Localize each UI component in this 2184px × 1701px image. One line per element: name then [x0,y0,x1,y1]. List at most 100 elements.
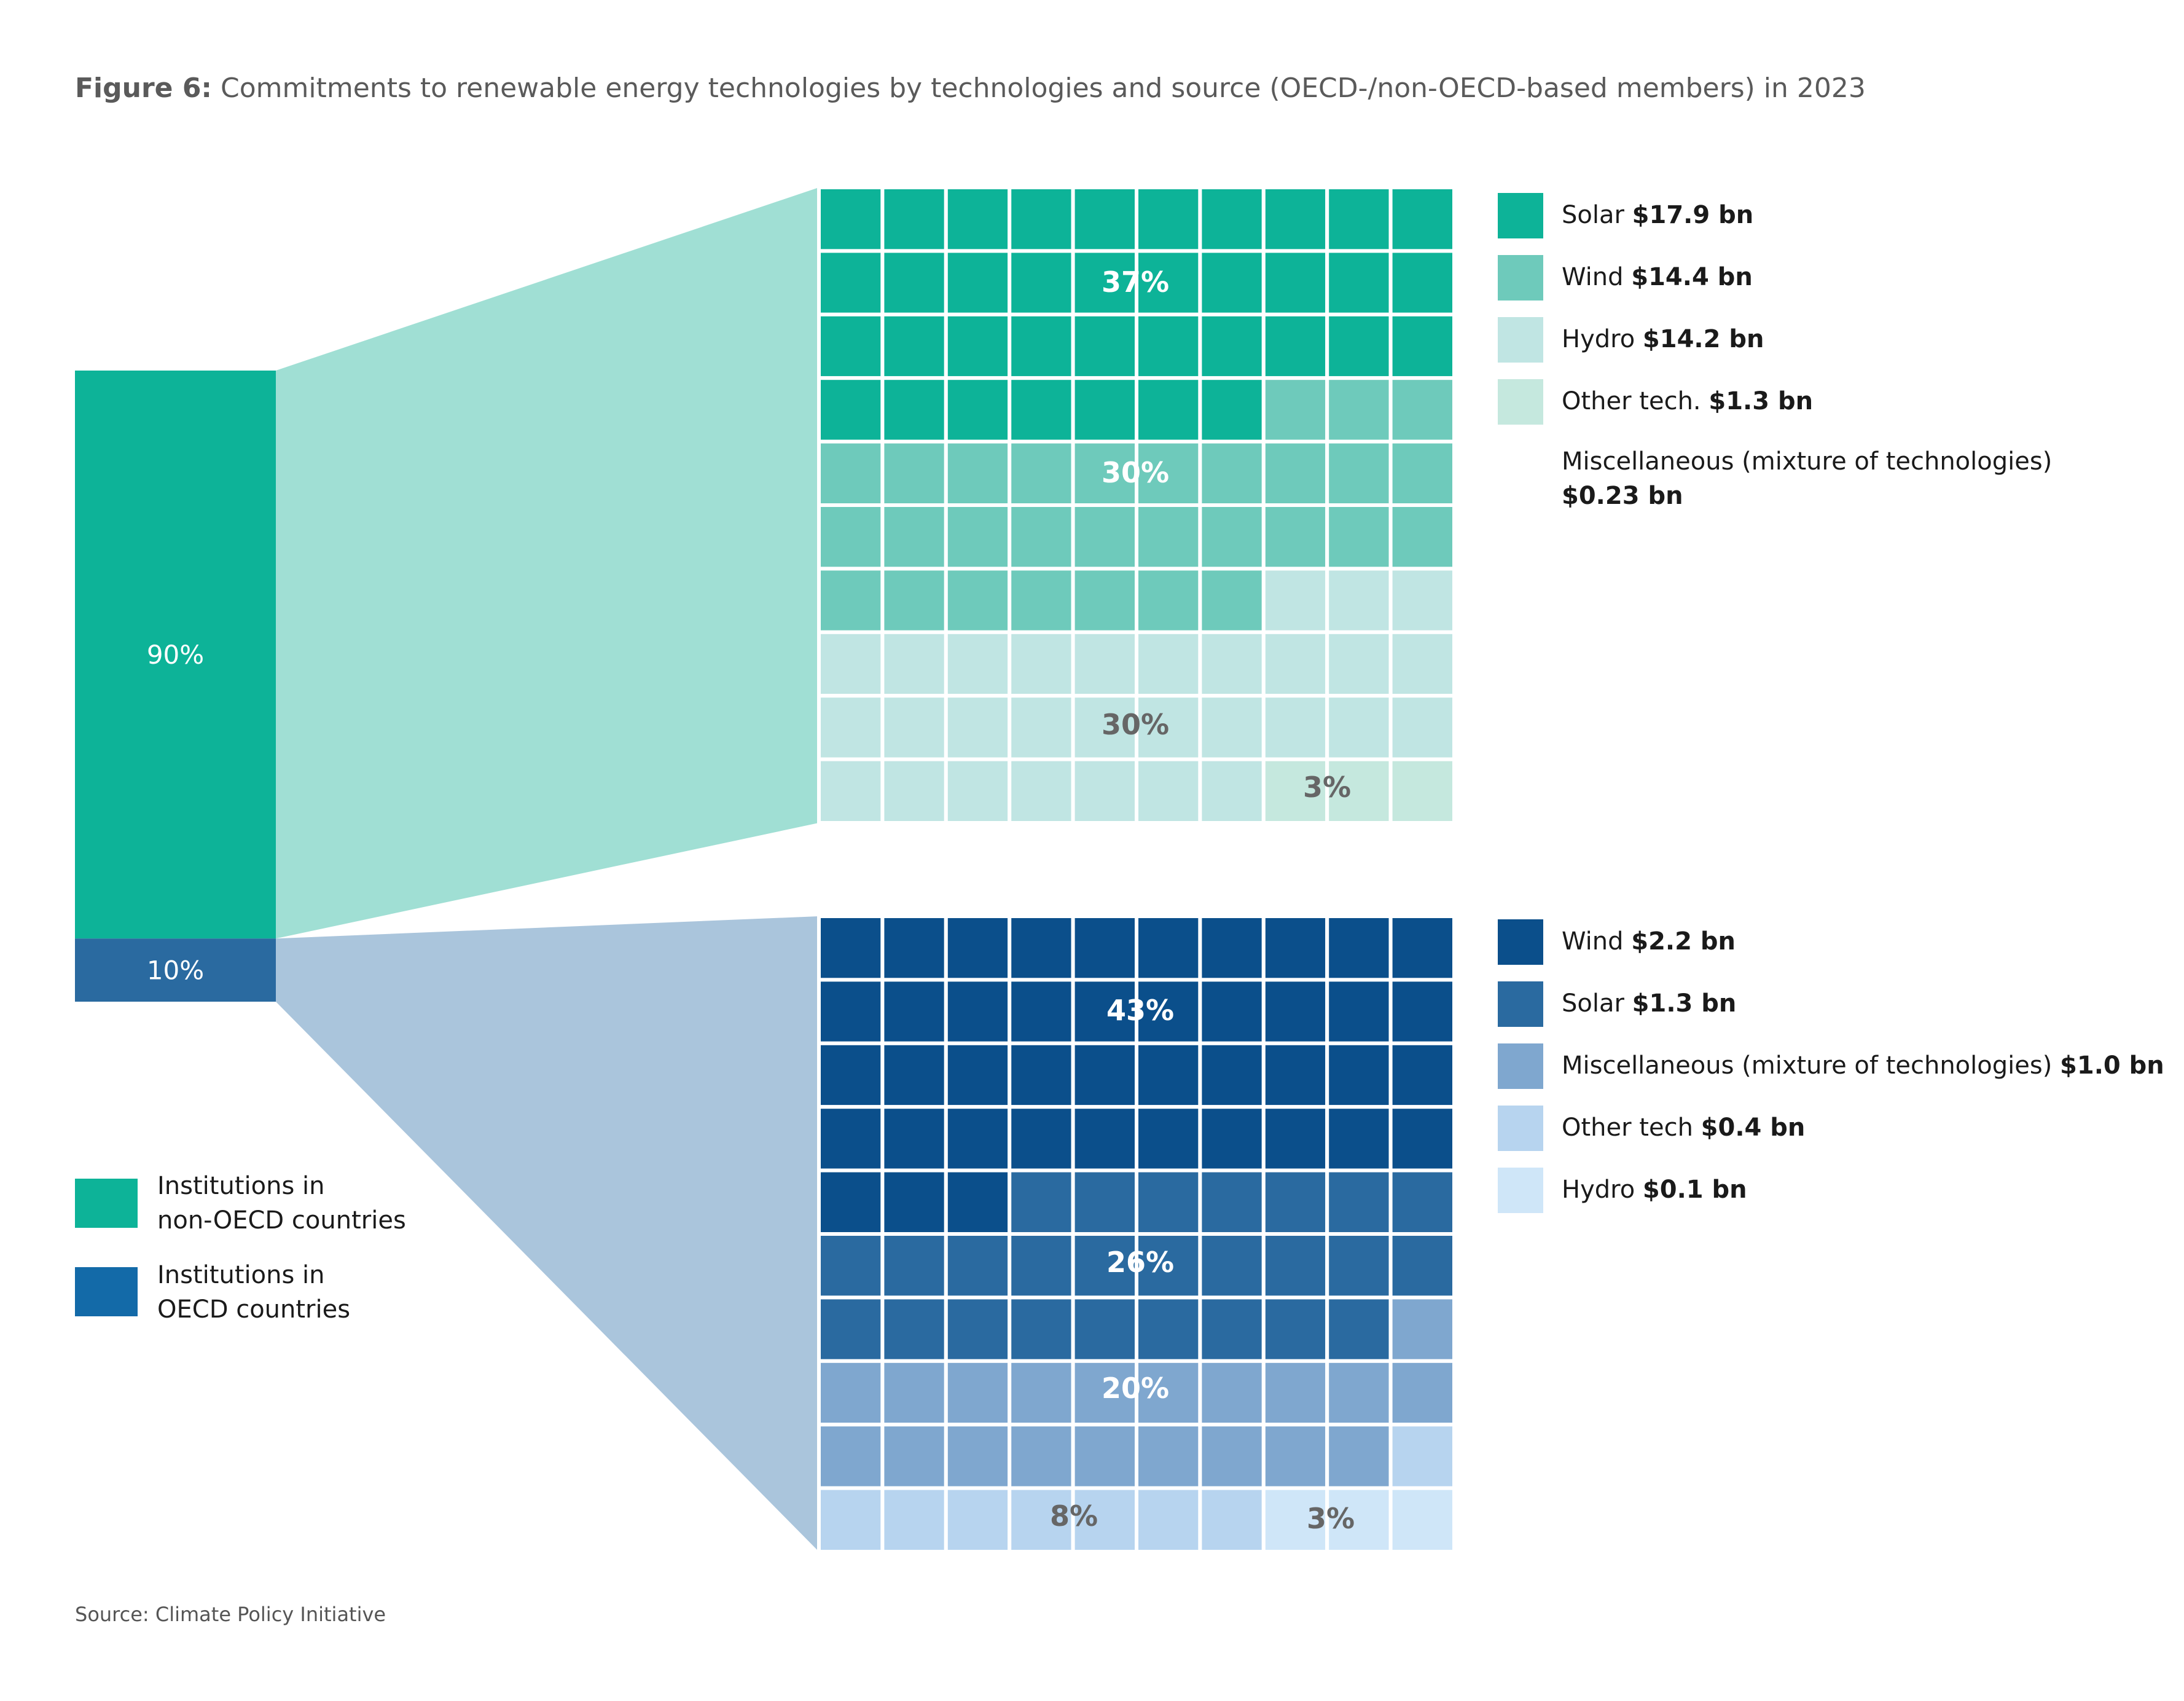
waffle-cell-oecd-miscellaneous-mixture-of-technologies [1325,1359,1393,1427]
waffle-cell-non-oecd-hydro [817,757,885,825]
waffle-cell-non-oecd-solar [944,186,1012,253]
waffle-cell-oecd-wind [817,978,885,1045]
waffle-cell-oecd-miscellaneous-mixture-of-technologies [1071,1423,1138,1490]
waffle-cell-non-oecd-solar [817,249,885,316]
waffle-cell-non-oecd-wind [1071,503,1138,571]
waffle-cell-non-oecd-solar [1261,186,1329,253]
waffle-cell-non-oecd-wind [1388,503,1457,571]
legend-label-other-tech-oecd: Other tech $0.4 bn [1562,1114,1806,1142]
figure-title: Figure 6: Commitments to renewable energ… [75,73,1866,104]
waffle-cell-non-oecd-solar [1008,186,1075,253]
waffle-cell-oecd-solar [1261,1295,1329,1363]
legend-swatch-miscellaneous-oecd [1498,1043,1543,1089]
waffle-cell-non-oecd-hydro [1198,630,1266,698]
figure-title-prefix: Figure 6: [75,73,213,104]
legend-label-wind: Wind $14.4 bn [1562,263,1753,291]
waffle-cell-oecd-wind [817,1041,885,1109]
waffle-cell-oecd-solar [1008,1168,1075,1236]
waffle-cell-non-oecd-solar [1198,376,1266,444]
waffle-cell-non-oecd-solar [1261,312,1329,380]
waffle-cell-oecd-miscellaneous-mixture-of-technologies [817,1359,885,1427]
waffle-cell-oecd-solar [817,1232,885,1300]
waffle-cell-non-oecd-wind [1261,439,1329,507]
waffle-cell-oecd-wind [1135,978,1202,1045]
waffle-cell-non-oecd-hydro [1008,630,1075,698]
waffle-cell-oecd-miscellaneous-mixture-of-technologies [880,1359,948,1427]
waffle-cell-oecd-solar [1135,1168,1202,1236]
waffle-cell-oecd-solar [1008,1232,1075,1300]
waffle-cell-oecd-solar [1008,1295,1075,1363]
waffle-cell-oecd-miscellaneous-mixture-of-technologies [1198,1359,1266,1427]
waffle-cell-oecd-wind [1388,978,1457,1045]
waffle-cell-oecd-wind [1071,1041,1138,1109]
waffle-cell-oecd-wind [1261,978,1329,1045]
waffle-cell-oecd-wind [1135,914,1202,982]
legend-swatch-wind [1498,255,1543,301]
waffle-cell-non-oecd-hydro [817,630,885,698]
waffle-cell-non-oecd-wind [1008,567,1075,634]
waffle-cell-oecd-miscellaneous-mixture-of-technologies [944,1423,1012,1490]
waffle-cell-non-oecd-wind [1198,503,1266,571]
waffle-cell-non-oecd-wind [1261,503,1329,571]
waffle-cell-oecd-wind [1388,914,1457,982]
waffle-cell-non-oecd-hydro [1325,694,1393,761]
waffle-cell-non-oecd-hydro [1388,567,1457,634]
figure-title-text: Commitments to renewable energy technolo… [221,73,1866,104]
pct-label-non-oecd-other-tech: 3% [1303,771,1351,804]
waffle-cell-non-oecd-hydro [1135,757,1202,825]
waffle-cell-non-oecd-solar [817,312,885,380]
waffle-cell-oecd-wind [817,1105,885,1173]
waffle-cell-non-oecd-solar [1135,376,1202,444]
waffle-cell-non-oecd-solar [1135,186,1202,253]
waffle-cell-non-oecd-wind [880,503,948,571]
waffle-cell-non-oecd-solar [880,186,948,253]
waffle-cell-oecd-wind [880,1105,948,1173]
legend-swatch-solar-oecd [1498,981,1543,1027]
waffle-cell-non-oecd-hydro [880,630,948,698]
waffle-cell-non-oecd-hydro [1008,757,1075,825]
waffle-cell-oecd-miscellaneous-mixture-of-technologies [880,1423,948,1490]
waffle-cell-non-oecd-solar [1325,186,1393,253]
waffle-cell-non-oecd-hydro [1261,630,1329,698]
waffle-cell-non-oecd-solar [944,249,1012,316]
waffle-cell-non-oecd-wind [1388,439,1457,507]
waffle-cell-non-oecd-hydro [1008,694,1075,761]
waffle-cell-oecd-solar [944,1295,1012,1363]
waffle-cell-non-oecd-wind [817,439,885,507]
waffle-cell-oecd-miscellaneous-mixture-of-technologies [1135,1423,1202,1490]
waffle-cell-non-oecd-solar [1135,312,1202,380]
bar-label-institutions-in-non-oecd-countries: 90% [147,640,204,670]
waffle-cell-non-oecd-wind [1261,376,1329,444]
waffle-cell-non-oecd-hydro [880,757,948,825]
waffle-cell-non-oecd-wind [1071,567,1138,634]
waffle-cell-oecd-miscellaneous-mixture-of-technologies [944,1359,1012,1427]
waffle-cell-oecd-hydro [1261,1486,1329,1554]
waffle-cell-oecd-wind [1198,1105,1266,1173]
pct-label-oecd-wind: 43% [1106,994,1174,1027]
waffle-cell-oecd-wind [1325,1041,1393,1109]
waffle-cell-oecd-wind [1008,914,1075,982]
legend-label-hydro: Hydro $14.2 bn [1562,325,1764,353]
waffle-cell-oecd-miscellaneous-mixture-of-technologies [1325,1423,1393,1490]
waffle-cell-oecd-wind [880,1168,948,1236]
waffle-cell-oecd-miscellaneous-mixture-of-technologies [1198,1423,1266,1490]
waffle-cell-non-oecd-solar [817,186,885,253]
waffle-cell-non-oecd-solar [944,312,1012,380]
waffle-cell-oecd-wind [1071,1105,1138,1173]
waffle-cell-oecd-miscellaneous-mixture-of-technologies [1388,1359,1457,1427]
waffle-cell-non-oecd-hydro [1198,694,1266,761]
legend-label-miscellaneous-oecd: Miscellaneous (mixture of technologies) … [1562,1051,2164,1080]
waffle-cell-non-oecd-hydro [1325,630,1393,698]
waffle-cell-oecd-solar [1325,1168,1393,1236]
pct-label-oecd-hydro: 3% [1307,1502,1355,1535]
waffle-cell-oecd-wind [817,1168,885,1236]
waffle-cell-non-oecd-wind [1008,503,1075,571]
waffle-cell-oecd-wind [1198,978,1266,1045]
pct-label-non-oecd-hydro: 30% [1102,708,1169,741]
waffle-cell-non-oecd-solar [1071,376,1138,444]
source-note: Source: Climate Policy Initiative [75,1603,386,1626]
legend-swatch-other-tech-oecd [1498,1106,1543,1151]
waffle-cell-oecd-miscellaneous-mixture-of-technologies [1008,1359,1075,1427]
waffle-cell-oecd-solar [1388,1168,1457,1236]
waffle-cell-oecd-miscellaneous-mixture-of-technologies [1261,1359,1329,1427]
